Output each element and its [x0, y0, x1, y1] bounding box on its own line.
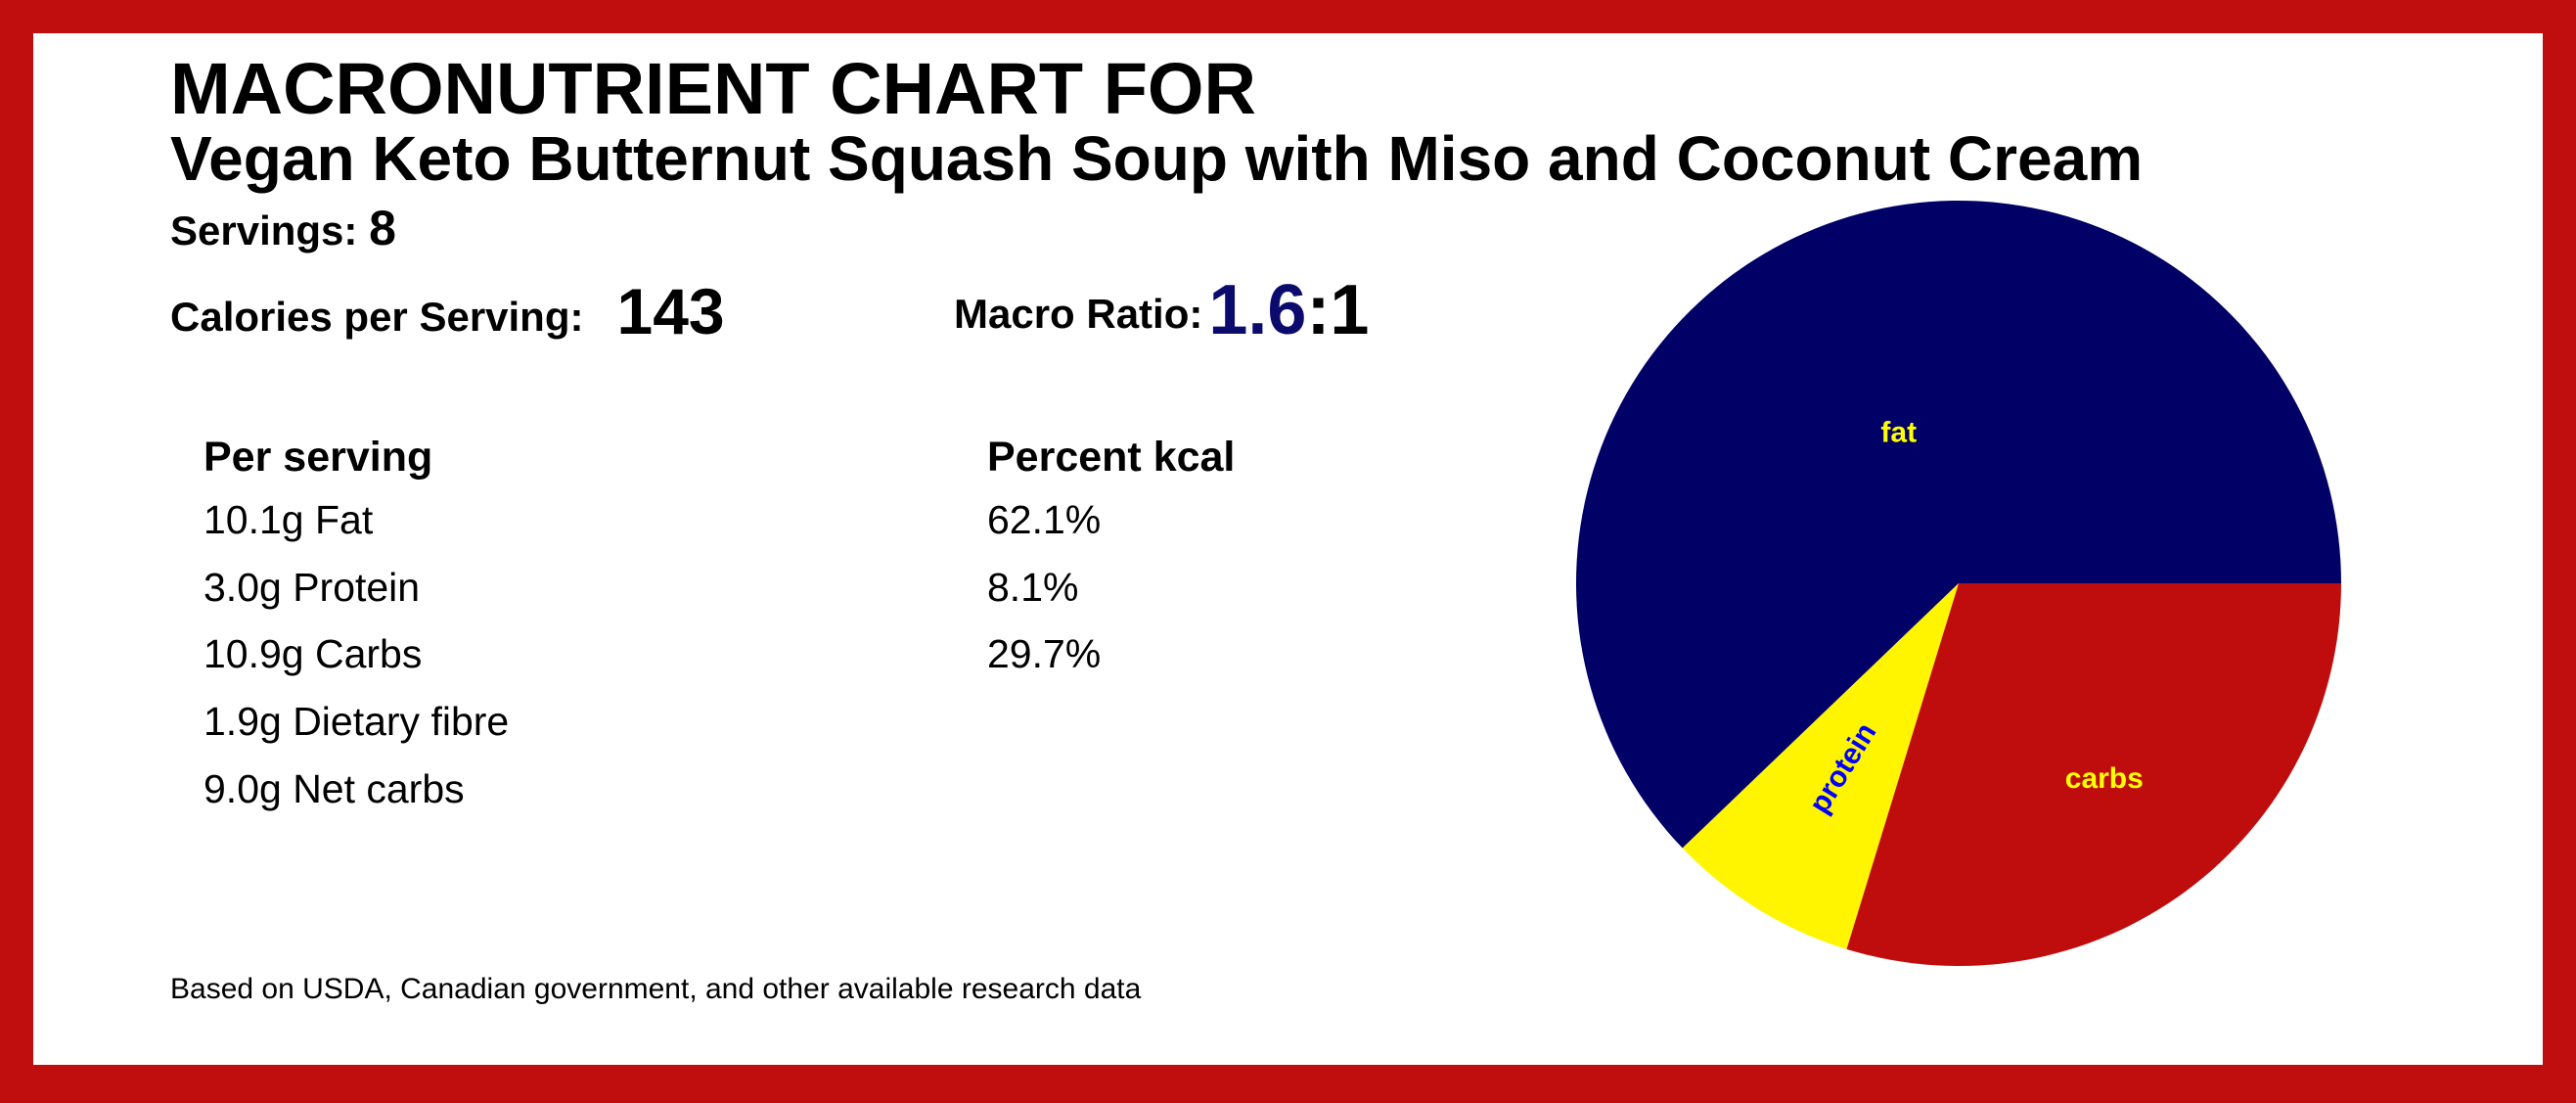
percent-kcal-row: 8.1%: [987, 565, 1079, 610]
recipe-title: Vegan Keto Butternut Squash Soup with Mi…: [170, 123, 2144, 194]
macro-ratio: Macro Ratio:1.6:1: [954, 275, 1369, 345]
servings-label: Servings:: [170, 207, 358, 253]
percent-kcal-header: Percent kcal: [987, 434, 1236, 481]
pie-label-carbs: carbs: [2065, 762, 2144, 795]
per-serving-row: 1.9g Dietary fibre: [203, 699, 510, 744]
servings-value: 8: [369, 201, 396, 255]
pie-slice-protein: [1682, 583, 1959, 949]
page-title: MACRONUTRIENT CHART FOR: [170, 48, 1256, 129]
servings: Servings: 8: [170, 204, 396, 253]
calories: Calories per Serving: 143: [170, 279, 725, 344]
percent-kcal-row: 29.7%: [987, 631, 1102, 676]
per-serving-row: 10.1g Fat: [203, 497, 374, 542]
per-serving-row: 3.0g Protein: [203, 565, 421, 610]
per-serving-header: Per serving: [203, 434, 433, 481]
calories-label: Calories per Serving:: [170, 294, 584, 340]
footnote: Based on USDA, Canadian government, and …: [170, 973, 1142, 1005]
percent-kcal-row: 62.1%: [987, 497, 1102, 542]
pie-label-fat: fat: [1880, 417, 1917, 449]
macro-ratio-rest: :1: [1306, 271, 1370, 349]
calories-value: 143: [616, 275, 725, 347]
macro-ratio-label: Macro Ratio:: [954, 291, 1203, 337]
pie-slice-carbs: [1846, 583, 2341, 966]
per-serving-row: 10.9g Carbs: [203, 631, 423, 676]
pie-slice-fat: [1576, 200, 2341, 849]
macro-ratio-highlight: 1.6: [1208, 271, 1307, 349]
per-serving-row: 9.0g Net carbs: [203, 766, 465, 811]
